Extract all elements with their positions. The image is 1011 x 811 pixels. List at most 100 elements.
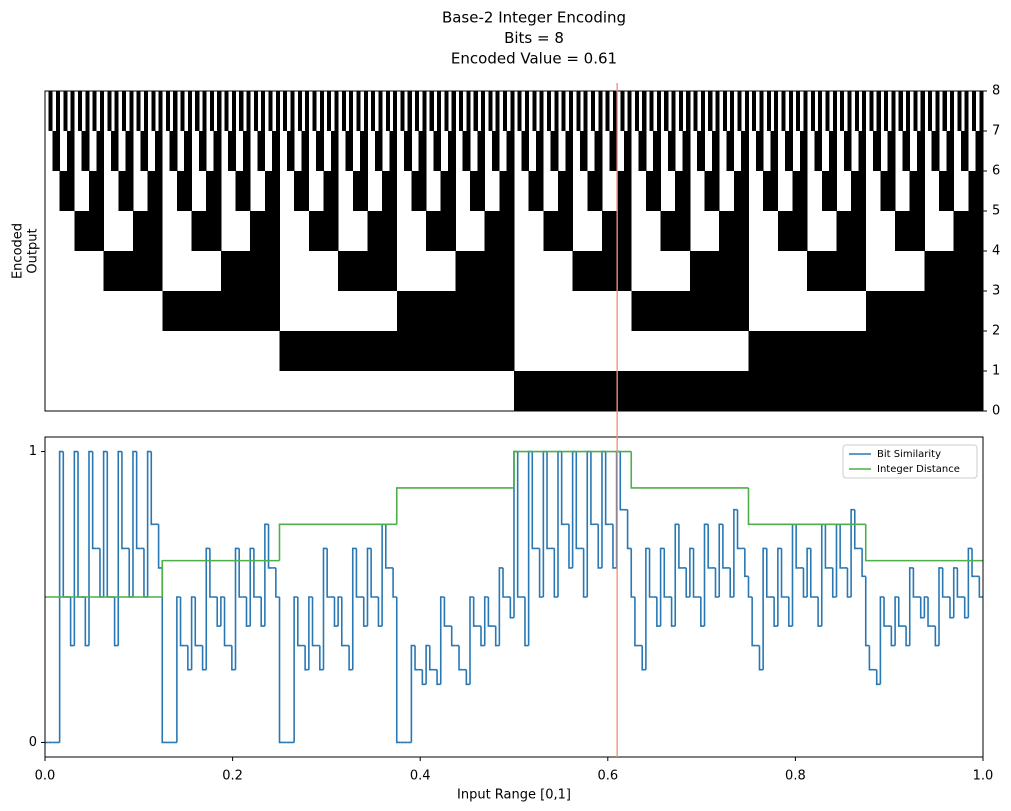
bit-cell [737, 171, 742, 211]
bit-cell [579, 131, 585, 171]
bit-cell [759, 371, 764, 411]
bit-cell [609, 131, 614, 171]
step-segment [952, 567, 958, 618]
bit-cell [224, 251, 229, 291]
bit-cell [825, 371, 830, 411]
bit-cell [744, 171, 749, 211]
bit-cell [246, 131, 251, 171]
bit-cell [451, 131, 456, 171]
bit-cell [968, 331, 973, 371]
bit-cell [334, 91, 339, 131]
bit-cell [473, 331, 478, 371]
step-segment [912, 567, 918, 598]
bit-cell [407, 131, 412, 171]
bit-cell [605, 211, 610, 251]
bit-cell [902, 331, 907, 371]
step-segment [531, 451, 536, 550]
bit-cell [942, 171, 947, 211]
bit-cell [393, 331, 398, 371]
bit-cell [920, 131, 925, 171]
bit-cell [961, 371, 966, 411]
bit-cell [495, 251, 500, 291]
bit-cell [484, 211, 489, 251]
step-segment [91, 451, 97, 550]
bit-cell [774, 371, 779, 411]
bit-cell [327, 211, 332, 251]
bit-cell [81, 211, 86, 251]
bit-cell [81, 131, 86, 171]
bit-cell [557, 371, 563, 411]
bit-cell [653, 131, 658, 171]
bit-cell [623, 371, 628, 411]
bit-cell [327, 91, 332, 131]
bit-cell [503, 211, 508, 251]
bit-cell [774, 331, 779, 371]
bit-cell [968, 371, 973, 411]
bit-cell [858, 131, 863, 171]
bit-cell [543, 211, 548, 251]
bit-cell [755, 371, 760, 411]
bit-cell [246, 251, 251, 291]
bit-cell [851, 371, 856, 411]
bit-cell [349, 91, 354, 131]
bit-cell [843, 131, 848, 171]
bit-cell [902, 291, 907, 331]
bit-cell [107, 91, 112, 131]
step-segment [890, 626, 896, 647]
bit-cell [400, 291, 405, 331]
bit-cell [568, 371, 574, 411]
bit-cell [396, 331, 401, 371]
bit-cell [290, 91, 295, 131]
bit-cell [429, 331, 434, 371]
step-segment [223, 597, 229, 647]
bit-cell [612, 251, 617, 291]
bit-cell [239, 91, 244, 131]
bit-cell [737, 211, 742, 251]
bit-cell [799, 211, 804, 251]
bit-cell [400, 331, 405, 371]
bit-cell [609, 251, 614, 291]
step-segment [362, 597, 368, 627]
bit-cell [953, 211, 958, 251]
bit-cell [623, 251, 628, 291]
step-segment [73, 450, 79, 646]
bit-cell [931, 291, 936, 331]
step-segment [308, 596, 313, 670]
bit-cell [305, 331, 310, 371]
bit-cell [114, 251, 119, 291]
bit-cell [371, 251, 376, 291]
bit-cell [616, 251, 621, 291]
bit-cell [418, 331, 423, 371]
step-segment [264, 523, 269, 627]
bit-cell [202, 291, 207, 331]
bit-cell [272, 211, 277, 251]
bit-cell [484, 251, 489, 291]
bit-cell [682, 211, 687, 251]
bit-cell [283, 91, 288, 131]
bit-cell [781, 371, 786, 411]
bit-cell [389, 251, 394, 291]
bit-cell [847, 371, 852, 411]
bit-cell [462, 331, 467, 371]
bit-cell [873, 291, 878, 331]
bit-cell [77, 211, 83, 251]
bit-cell [301, 131, 306, 171]
step-segment [656, 597, 661, 627]
bit-cell [132, 251, 138, 291]
bit-cell [689, 291, 694, 331]
step-segment [201, 645, 207, 671]
bit-cell [964, 91, 969, 131]
bit-cell [444, 91, 449, 131]
step-segment [546, 451, 551, 550]
bit-cell [253, 251, 258, 291]
bit-cell [851, 211, 856, 251]
step-segment [689, 547, 694, 597]
bit-cell [869, 331, 874, 371]
bit-cell [862, 251, 867, 291]
bit-cell [858, 371, 863, 411]
bit-cell [290, 331, 295, 371]
step-segment [700, 597, 705, 627]
bit-cell [532, 91, 537, 131]
bit-cell [913, 211, 918, 251]
bit-cell [158, 171, 163, 211]
